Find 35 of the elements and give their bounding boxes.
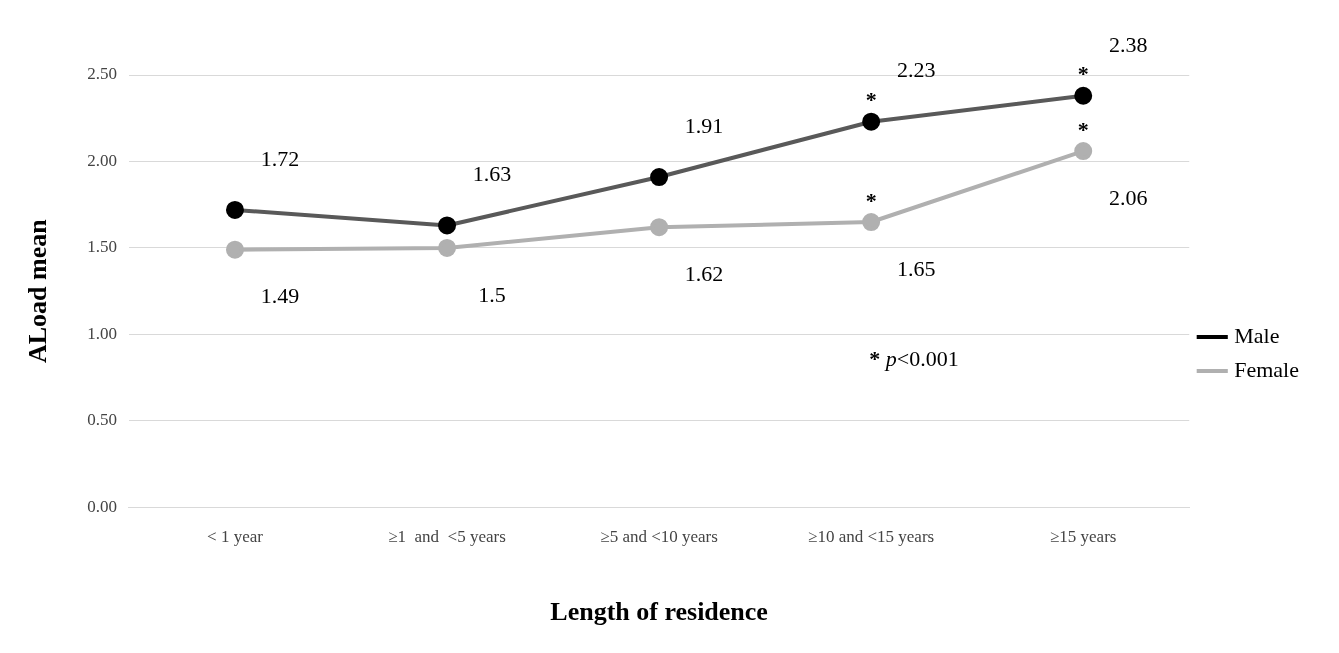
x-tick-label: ≥10 and <15 years xyxy=(808,527,935,547)
y-tick-label: 0.00 xyxy=(87,496,117,516)
annotation: * xyxy=(1077,116,1089,142)
x-tick-label: ≥1 and <5 years xyxy=(388,527,506,547)
point xyxy=(438,238,457,257)
legend-label: Male xyxy=(1234,322,1280,348)
legend-label: Female xyxy=(1234,356,1300,382)
data-label: 1.72 xyxy=(260,145,300,171)
annotation: * p<0.001 xyxy=(869,346,959,372)
point xyxy=(1074,142,1093,161)
x-tick-label: ≥15 years xyxy=(1049,527,1117,547)
data-label: 1.63 xyxy=(472,161,512,187)
data-label: 1.49 xyxy=(260,283,300,309)
x-axis-title: Length of residence xyxy=(550,597,768,627)
data-label: 1.91 xyxy=(684,112,724,138)
point xyxy=(650,218,669,237)
data-label: 2.06 xyxy=(1108,184,1148,210)
y-tick-label: 1.50 xyxy=(87,237,117,257)
data-label: 2.38 xyxy=(1108,31,1148,57)
y-tick-label: 0.50 xyxy=(87,410,117,430)
y-axis-title: ALoad mean xyxy=(23,218,53,364)
data-label: 1.65 xyxy=(896,255,936,281)
annotation: * xyxy=(1077,61,1089,87)
data-label: 1.5 xyxy=(478,281,506,307)
point xyxy=(225,240,244,259)
y-tick-label: 1.00 xyxy=(87,323,117,343)
data-label: 2.23 xyxy=(896,57,936,83)
y-tick-label: 2.00 xyxy=(87,150,117,170)
annotation: * xyxy=(865,187,877,213)
data-label: 1.62 xyxy=(684,260,724,286)
x-tick-label: ≥5 and <10 years xyxy=(600,527,718,547)
point xyxy=(862,213,881,232)
y-tick-label: 2.50 xyxy=(87,64,117,84)
x-tick-label: < 1 year xyxy=(207,527,264,547)
annotation: * xyxy=(865,87,877,113)
